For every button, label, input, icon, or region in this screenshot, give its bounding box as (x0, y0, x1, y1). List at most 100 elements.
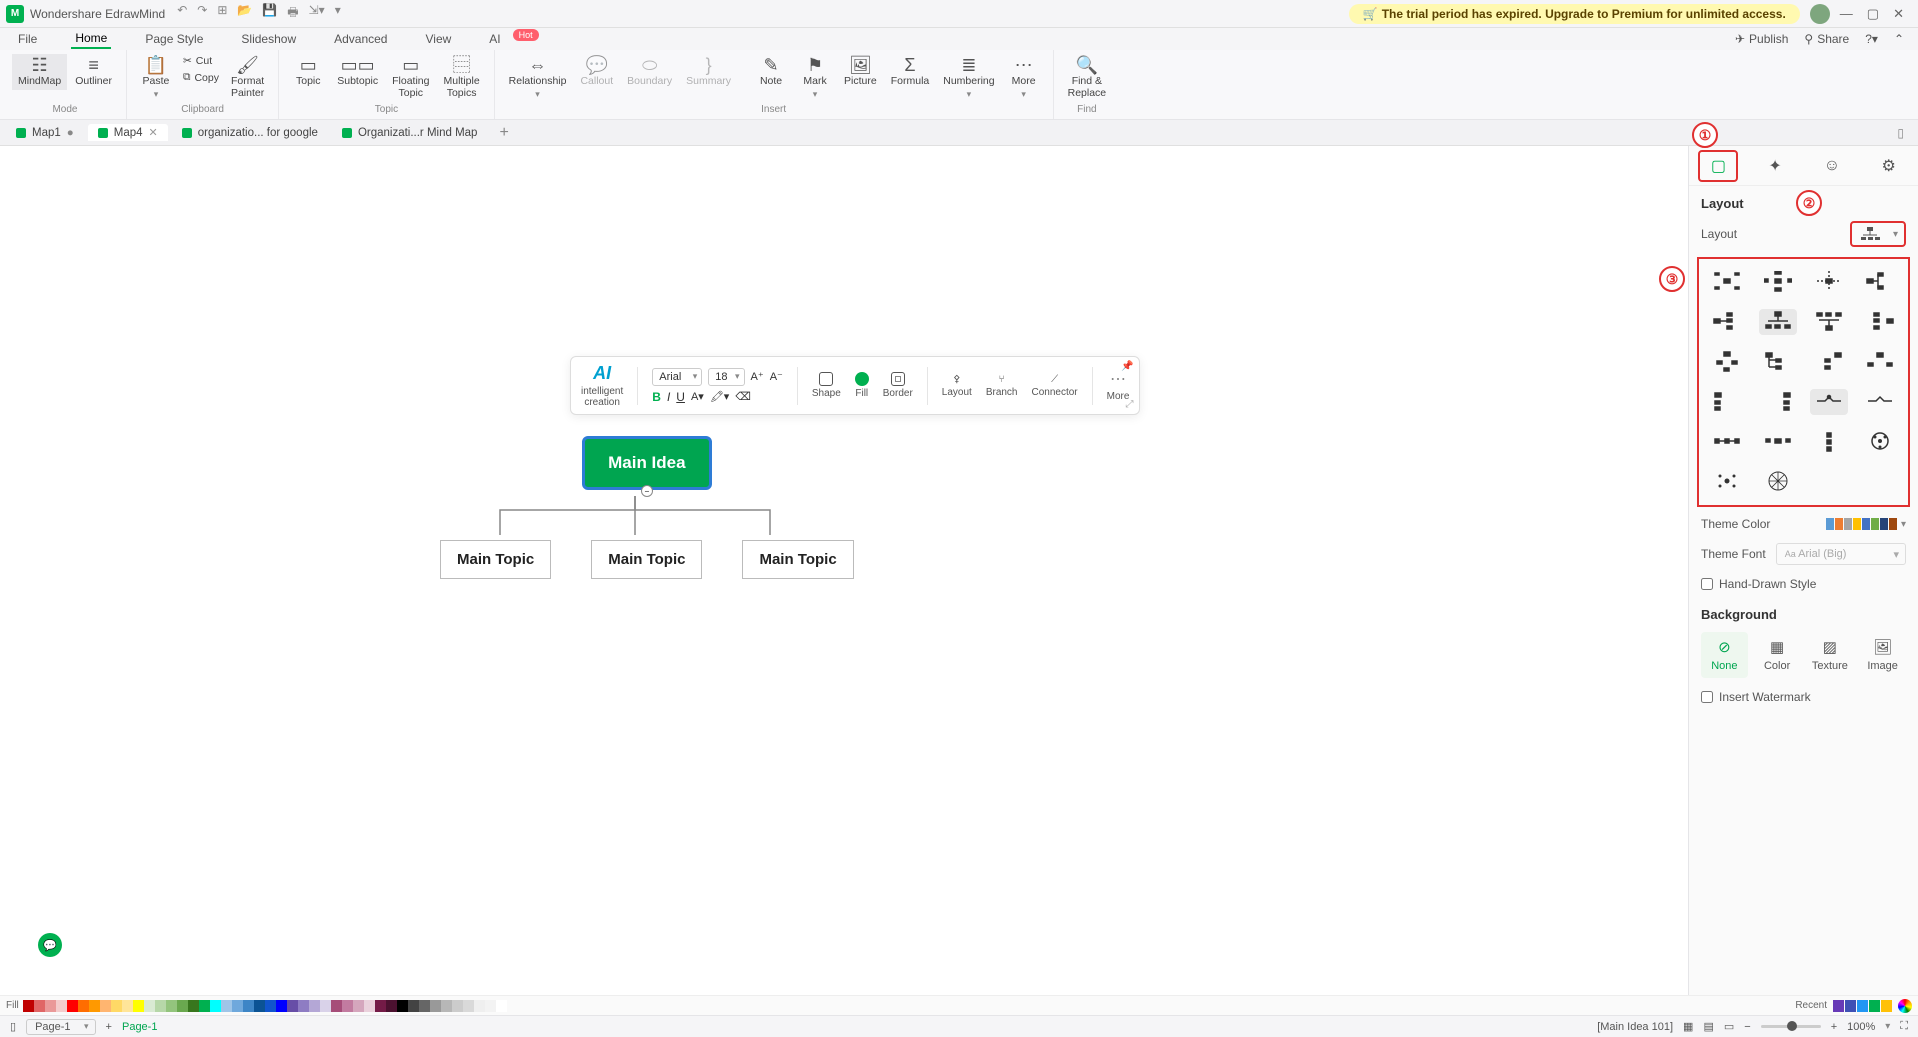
view-mode-icon[interactable]: ▦ (1683, 1020, 1693, 1033)
subtopic-button[interactable]: ▭▭Subtopic (331, 54, 384, 90)
zoom-in-button[interactable]: + (1831, 1021, 1837, 1033)
palette-swatch[interactable] (221, 1000, 232, 1012)
numbering-button[interactable]: ≣Numbering▾ (937, 54, 1000, 101)
sp-tab-icon[interactable]: ☺ (1812, 150, 1852, 182)
palette-swatch[interactable] (67, 1000, 78, 1012)
new-icon[interactable]: ⊞ (217, 3, 227, 24)
recent-swatch[interactable] (1869, 1000, 1880, 1012)
save-icon[interactable]: 💾 (262, 3, 277, 24)
layout-option[interactable] (1759, 429, 1797, 455)
mindmap-mode-button[interactable]: ☷MindMap (12, 54, 67, 90)
watermark-checkbox[interactable] (1701, 691, 1713, 703)
palette-swatch[interactable] (309, 1000, 320, 1012)
chevron-down-icon[interactable]: ▾ (1901, 519, 1906, 530)
recent-swatch[interactable] (1857, 1000, 1868, 1012)
sp-tab-layout[interactable]: ▢ (1698, 150, 1738, 182)
format-painter-button[interactable]: 🖌Format Painter (225, 54, 270, 101)
zoom-out-button[interactable]: − (1744, 1021, 1750, 1033)
fill-button[interactable]: Fill (855, 372, 869, 399)
palette-swatch[interactable] (408, 1000, 419, 1012)
share-button[interactable]: ⚲ Share (1804, 32, 1849, 46)
tab-map1[interactable]: Map1● (6, 125, 84, 141)
palette-swatch[interactable] (419, 1000, 430, 1012)
mark-button[interactable]: ⚑Mark▾ (794, 54, 836, 101)
border-button[interactable]: Border (883, 372, 913, 399)
canvas[interactable]: 📌 AI intelligent creation Arial 18 A⁺ A⁻… (0, 146, 1688, 995)
underline-button[interactable]: U (676, 390, 685, 404)
layout-option-selected[interactable] (1759, 309, 1797, 335)
palette-swatch[interactable] (474, 1000, 485, 1012)
present-view-icon[interactable]: ▭ (1724, 1020, 1734, 1033)
user-avatar[interactable] (1810, 4, 1830, 24)
topic-button[interactable]: ▭Topic (287, 54, 329, 90)
layout-dropdown[interactable] (1850, 221, 1906, 247)
qa-more-icon[interactable]: ▾ (335, 3, 341, 24)
bold-button[interactable]: B (652, 390, 661, 404)
layout-option[interactable] (1708, 269, 1746, 295)
paste-button[interactable]: 📋Paste▾ (135, 54, 177, 101)
menu-slideshow[interactable]: Slideshow (237, 30, 300, 48)
shape-button[interactable]: Shape (812, 372, 841, 399)
palette-swatch[interactable] (199, 1000, 210, 1012)
palette-swatch[interactable] (342, 1000, 353, 1012)
layout-option[interactable] (1759, 349, 1797, 375)
sp-tab-settings[interactable]: ⚙ (1869, 150, 1909, 182)
undo-icon[interactable]: ↶ (177, 3, 187, 24)
layout-option[interactable] (1759, 469, 1797, 495)
open-icon[interactable]: 📂 (237, 3, 252, 24)
color-wheel-icon[interactable] (1898, 999, 1912, 1013)
palette-swatch[interactable] (177, 1000, 188, 1012)
page-select[interactable]: Page-1 (26, 1019, 95, 1035)
bg-image-button[interactable]: 🖼Image (1859, 632, 1906, 678)
palette-swatch[interactable] (441, 1000, 452, 1012)
layout-option[interactable] (1708, 349, 1746, 375)
layout-option[interactable] (1759, 269, 1797, 295)
layout-option[interactable] (1810, 349, 1848, 375)
bg-none-button[interactable]: ⊘None (1701, 632, 1748, 678)
menu-advanced[interactable]: Advanced (330, 30, 391, 48)
fullscreen-icon[interactable]: ⛶ (1900, 1020, 1908, 1033)
multiple-topics-button[interactable]: ⿳Multiple Topics (437, 54, 485, 101)
layout-option[interactable] (1861, 389, 1899, 415)
bg-color-button[interactable]: ▦Color (1754, 632, 1801, 678)
palette-swatch[interactable] (364, 1000, 375, 1012)
chat-fab-icon[interactable]: 💬 (38, 933, 62, 957)
add-page-button[interactable]: + (106, 1021, 112, 1033)
palette-swatch[interactable] (320, 1000, 331, 1012)
layout-option[interactable] (1810, 389, 1848, 415)
relationship-button[interactable]: ⇔Relationship▾ (503, 54, 573, 101)
recent-swatch[interactable] (1881, 1000, 1892, 1012)
close-window-icon[interactable]: ✕ (1893, 6, 1904, 22)
bg-texture-button[interactable]: ▨Texture (1807, 632, 1854, 678)
menu-file[interactable]: File (14, 30, 41, 48)
panel-toggle-icon[interactable]: ▯ (1897, 126, 1904, 140)
find-replace-button[interactable]: 🔍Find & Replace (1062, 54, 1113, 101)
layout-option[interactable] (1861, 269, 1899, 295)
layout-option[interactable] (1810, 309, 1848, 335)
ai-creation-button[interactable]: AI intelligent creation (581, 363, 623, 408)
palette-swatch[interactable] (210, 1000, 221, 1012)
help-icon[interactable]: ?▾ (1865, 32, 1878, 46)
palette-swatch[interactable] (155, 1000, 166, 1012)
close-tab-icon[interactable]: ✕ (149, 126, 158, 139)
sp-tab-style[interactable]: ✦ (1755, 150, 1795, 182)
layout-option[interactable] (1708, 429, 1746, 455)
font-size-select[interactable]: 18 (708, 368, 744, 386)
palette-swatch[interactable] (287, 1000, 298, 1012)
palette-swatch[interactable] (254, 1000, 265, 1012)
collapse-ribbon-icon[interactable]: ⌃ (1894, 32, 1904, 46)
branch-button[interactable]: ⑂Branch (986, 374, 1018, 398)
layout-option[interactable] (1708, 389, 1746, 415)
font-select[interactable]: Arial (652, 368, 702, 386)
decrease-font-icon[interactable]: A⁻ (770, 370, 783, 383)
zoom-dropdown-icon[interactable]: ▾ (1885, 1021, 1890, 1032)
tab-organization-google[interactable]: organizatio... for google (172, 125, 328, 141)
maximize-icon[interactable]: ▢ (1867, 6, 1879, 22)
palette-swatch[interactable] (144, 1000, 155, 1012)
hand-drawn-checkbox[interactable] (1701, 578, 1713, 590)
layout-button[interactable]: ⚴Layout (942, 374, 972, 398)
connector-button[interactable]: ⟋Connector (1032, 374, 1078, 398)
redo-icon[interactable]: ↷ (197, 3, 207, 24)
cut-button[interactable]: ✂ Cut (179, 54, 223, 68)
palette-swatch[interactable] (23, 1000, 34, 1012)
